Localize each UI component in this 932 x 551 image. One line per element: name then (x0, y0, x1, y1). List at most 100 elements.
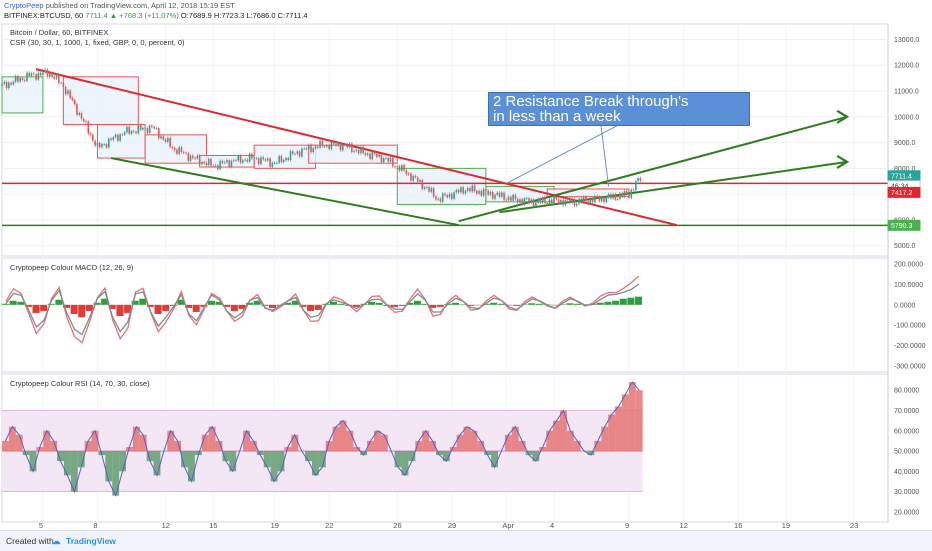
callout-line-2: in less than a week (493, 108, 621, 125)
price-candle (94, 140, 96, 146)
price-candle (87, 121, 90, 134)
rsi-fill-bar (284, 446, 292, 452)
rsi-fill-bar (491, 451, 498, 468)
macd-histogram-bar (535, 303, 543, 305)
rsi-fill-bar (256, 451, 264, 456)
price-axis-tick: 10000.0 (894, 114, 919, 121)
price-candle (321, 140, 324, 147)
price-candle (60, 82, 62, 84)
price-candle (182, 151, 185, 153)
rsi-fill-bar (63, 451, 71, 476)
rsi-fill-bar (367, 440, 374, 452)
price-candle (278, 156, 280, 163)
price-candle (151, 125, 153, 127)
price-candle (17, 75, 19, 82)
macd-histogram-bar (299, 304, 307, 307)
price-candle (575, 203, 578, 206)
macd-histogram-bar (17, 301, 25, 305)
price-candle (73, 100, 76, 105)
price-candle (80, 112, 83, 119)
price-candle (164, 139, 167, 142)
macd-histogram-bar (612, 300, 620, 305)
price-candle (273, 162, 276, 164)
price-candle (69, 90, 71, 99)
price-candle (26, 72, 28, 81)
macd-histogram-bar (85, 304, 93, 311)
price-candle (510, 196, 512, 201)
macd-histogram-bar (223, 304, 231, 307)
price-candle (505, 199, 508, 201)
macd-axis-tick: 0.0000 (894, 302, 916, 309)
price-axis-tick: 11000.0 (894, 89, 919, 96)
price-candle (580, 198, 583, 203)
macd-histogram-bar (352, 304, 360, 307)
price-candle (330, 141, 333, 150)
price-candle (485, 189, 487, 191)
price-candle (451, 193, 453, 199)
price-candle (171, 147, 174, 148)
price-candle (362, 147, 365, 154)
trendline-green (499, 160, 848, 214)
macd-histogram-bar (139, 298, 147, 305)
price-candle (260, 157, 262, 165)
rsi-fill-bar (456, 434, 464, 452)
rsi-fill-bar (318, 451, 326, 468)
macd-histogram-bar (459, 304, 467, 305)
rsi-fill-bar (553, 420, 560, 452)
tradingview-logo[interactable]: TradingView (66, 536, 116, 546)
price-candle (471, 185, 474, 192)
price-candle (119, 134, 121, 141)
macd-histogram-bar (528, 303, 536, 305)
price-candle (51, 72, 53, 78)
price-candle (596, 195, 599, 197)
macd-histogram-bar (185, 304, 193, 308)
macd-histogram-bar (329, 301, 337, 305)
rsi-fill-bar (36, 446, 44, 452)
price-candle (366, 153, 369, 155)
price-candle (371, 152, 374, 159)
price-candle (178, 147, 180, 154)
price-candle (369, 153, 371, 159)
price-candle (337, 143, 340, 146)
callout-pointer (506, 117, 633, 184)
price-candle (105, 144, 108, 148)
price-candle (600, 197, 603, 202)
price-candle (496, 192, 499, 195)
price-candle (537, 198, 539, 203)
price-candle (550, 199, 553, 204)
macd-histogram-bar (177, 299, 185, 305)
rsi-fill-bar (394, 451, 402, 468)
rsi-fill-bar (601, 426, 609, 452)
price-candle (19, 78, 21, 82)
price-candle (198, 155, 201, 165)
price-candle (96, 142, 99, 146)
price-candle (341, 144, 344, 151)
chart-canvas[interactable]: 13000.0 12000.0 11000.0 10000.0 9000.0 8000.0… (0, 0, 932, 530)
macd-slow-line (5, 283, 640, 336)
macd-histogram-bar (70, 304, 78, 314)
price-candle (92, 134, 94, 141)
macd-histogram-bar (238, 304, 246, 309)
rsi-line (4, 381, 640, 498)
price-candle (360, 147, 362, 154)
price-candle (435, 196, 437, 200)
macd-histogram-bar (101, 298, 109, 305)
price-candle (71, 98, 74, 101)
price-candle (62, 82, 65, 87)
brand-link[interactable]: CryptoPeep (4, 1, 44, 10)
price-candle (85, 121, 87, 123)
price-candle (12, 81, 15, 85)
price-candle (348, 143, 351, 148)
rsi-fill-bar (587, 451, 595, 456)
time-axis-tick: 23 (850, 521, 858, 530)
tradingview-cloud-icon: ☁ (52, 536, 61, 546)
rsi-fill-bar (539, 446, 547, 452)
price-candle (123, 132, 126, 135)
price-candle (628, 194, 630, 198)
price-candle (214, 165, 217, 167)
price-axis-tick: 12000.0 (894, 63, 919, 70)
price-candle (212, 165, 215, 167)
price-candle (621, 193, 623, 197)
price-candle (246, 159, 249, 162)
price-candle (391, 157, 394, 167)
